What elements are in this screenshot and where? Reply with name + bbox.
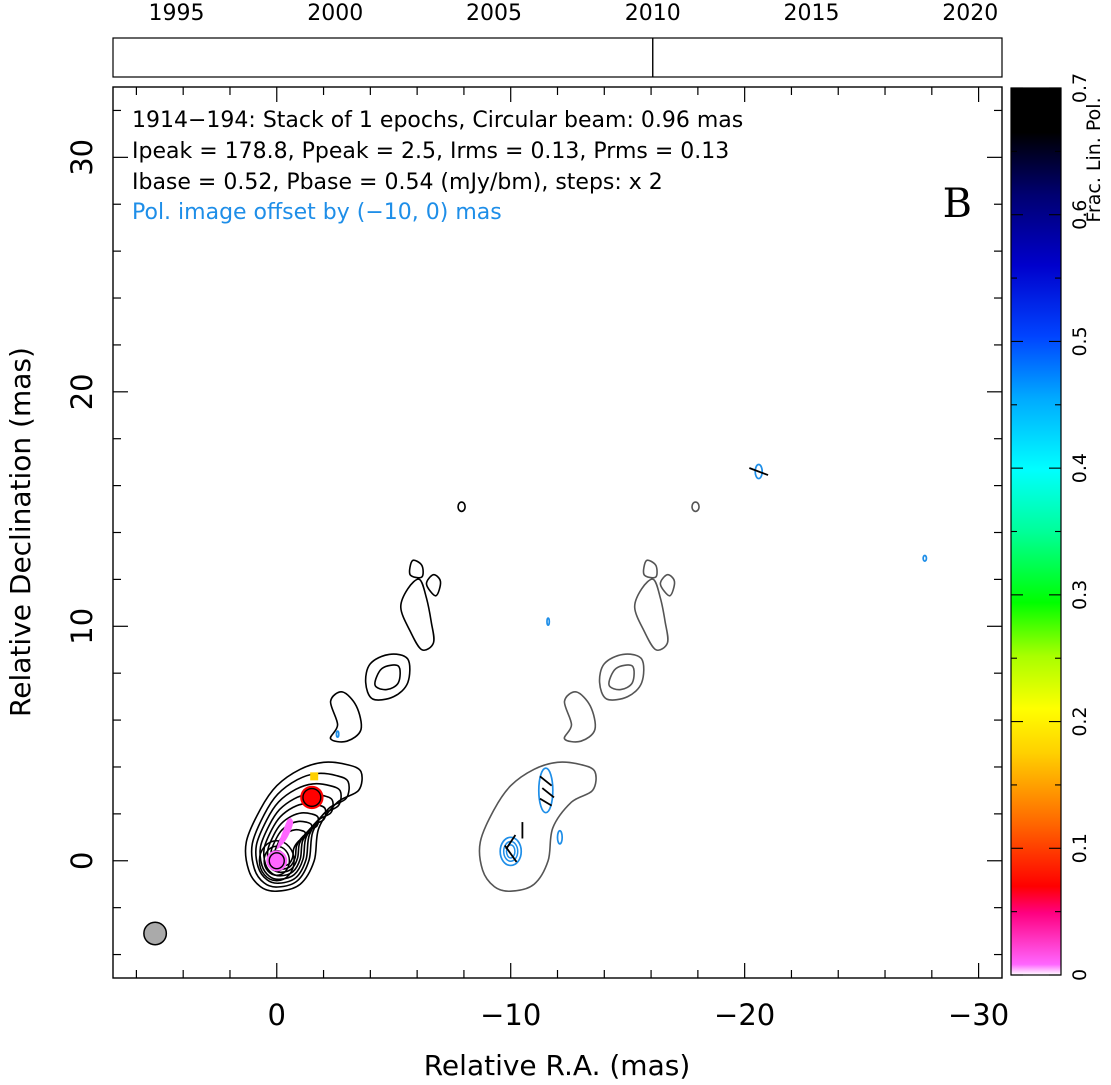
- y-tick-label: 0: [65, 852, 99, 870]
- annotation-block: 1914−194: Stack of 1 epochs, Circular be…: [132, 108, 743, 225]
- frac-pol-knot-patch: [300, 785, 324, 810]
- colorbar-tick-label: 0.5: [1069, 326, 1091, 356]
- timeline-frame: [112, 37, 1003, 78]
- timeline-year-label: 2000: [307, 1, 363, 26]
- knot-peak-contour: [302, 787, 322, 808]
- annotation-line-1: 1914−194: Stack of 1 epochs, Circular be…: [132, 108, 743, 133]
- timeline-year-label: 2005: [466, 1, 522, 26]
- colorbar-label: Frac. Lin. Pol.: [1083, 97, 1105, 222]
- x-axis-label: Relative R.A. (mas): [424, 1049, 691, 1082]
- stokes-i-contour: [250, 772, 350, 888]
- colorbar-tick-label: 0: [1069, 969, 1091, 981]
- core-contour: [263, 845, 291, 877]
- evpa-vector: [749, 467, 769, 476]
- colorbar-tick-label: 0.4: [1069, 453, 1091, 483]
- timeline-year-label: 2015: [784, 1, 840, 26]
- jet-blob-middle: [364, 653, 411, 701]
- core-contour: [258, 840, 295, 882]
- pol-contour-side: [556, 829, 564, 845]
- y-axis-label: Relative Declination (mas): [4, 347, 37, 717]
- stokes-i-contour: [244, 761, 363, 893]
- colorbar-scale: [1010, 87, 1062, 976]
- jet-blob-middle-inner: [374, 664, 401, 691]
- jet-blob-top-left: [408, 559, 424, 579]
- colorbar-tick-label: 0.3: [1069, 580, 1091, 610]
- jet-blob-upper: [399, 578, 435, 651]
- x-tick-label: −10: [480, 998, 541, 1032]
- offset-jet-blob-top-right: [659, 573, 676, 597]
- annotation-line-2: Ipeak = 178.8, Ppeak = 2.5, Irms = 0.13,…: [132, 139, 729, 164]
- panel-letter: B: [943, 181, 972, 227]
- frac-pol-knot-edge: [310, 772, 319, 781]
- x-tick-label: 0: [268, 998, 286, 1032]
- offset-jet-blob-top-left: [642, 559, 658, 579]
- core-peak-contour: [268, 852, 285, 870]
- beam-ellipse: [143, 921, 168, 946]
- colorbar-tick-label: 0.2: [1069, 706, 1091, 736]
- colorbar: 0 0.1 0.2 0.3 0.4 0.5 0.6 0.7 Frac. Lin. Pol.: [1010, 73, 1105, 981]
- frac-pol-core-tail: [276, 817, 294, 850]
- offset-note: Pol. image offset by (−10, 0) mas: [132, 200, 502, 225]
- isolated-contour: [457, 501, 466, 513]
- pol-contour-core-inner: [505, 844, 516, 859]
- pol-contour-knot: [537, 767, 554, 814]
- pol-contour-spot-4: [335, 730, 340, 739]
- y-tick-label: 10: [65, 608, 99, 645]
- offset-jet-blob-upper: [633, 578, 669, 651]
- y-tick-label: 20: [65, 373, 99, 410]
- pol-contour-core: [499, 836, 523, 867]
- jet-blob-top-right: [425, 573, 442, 597]
- colorbar-tick-label: 0.7: [1069, 73, 1091, 103]
- offset-jet-blob-middle-inner: [608, 664, 635, 691]
- evpa-vector: [539, 797, 553, 807]
- evpa-vector: [505, 834, 517, 850]
- timeline-year-label: 2020: [942, 1, 998, 26]
- timeline-year-label: 2010: [625, 1, 681, 26]
- epoch-timeline: 1995 2000 2005 2010 2015 2020: [112, 1, 1003, 78]
- pol-contour-spot-1: [546, 617, 551, 626]
- evpa-vector: [541, 787, 555, 799]
- pol-contour-spot-3: [922, 554, 928, 562]
- stokes-i-contour: [255, 782, 342, 885]
- annotation-line-3: Ibase = 0.52, Pbase = 0.54 (mJy/bm), ste…: [132, 170, 663, 195]
- offset-i-contour: [478, 761, 597, 893]
- offset-jet-blob-middle: [598, 653, 645, 701]
- colorbar-tick-label: 0.6: [1069, 200, 1091, 230]
- contour-map: 0 −10 −20 −30 0 10 20 30 Relative R.A. (mas) Re…: [4, 86, 1009, 1082]
- jet-blob-lower: [329, 691, 363, 743]
- evpa-vector: [539, 775, 553, 787]
- offset-isolated-contour: [691, 501, 700, 513]
- x-tick-label: −30: [948, 998, 1009, 1032]
- colorbar-tick-label: 0.1: [1069, 833, 1091, 863]
- x-tick-label: −20: [714, 998, 775, 1032]
- pol-contour-spot-2: [754, 463, 764, 480]
- y-tick-label: 30: [65, 139, 99, 176]
- timeline-year-label: 1995: [149, 1, 205, 26]
- offset-jet-blob-lower: [563, 691, 597, 743]
